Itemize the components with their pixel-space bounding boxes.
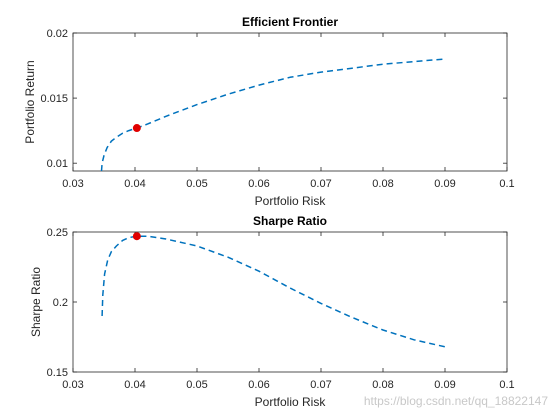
x-tick-label: 0.08: [372, 379, 393, 391]
x-tick-label: 0.09: [434, 178, 455, 190]
y-tick-label: 0.15: [47, 367, 68, 379]
x-tick-label: 0.05: [186, 178, 207, 190]
x-tick-label: 0.07: [310, 178, 331, 190]
y-axis-ticks: 0.01 0.015 0.02: [40, 28, 507, 170]
x-tick-label: 0.04: [124, 379, 145, 391]
y-tick-label: 0.2: [53, 297, 68, 309]
x-axis-label: Portfolio Risk: [255, 194, 327, 208]
x-tick-label: 0.04: [124, 178, 145, 190]
series-layer: [101, 232, 446, 348]
sharpe-ratio-axes: Sharpe Ratio Portfolio Risk Sharpe Ratio…: [29, 214, 515, 409]
chart-title: Sharpe Ratio: [253, 214, 327, 228]
y-axis-label: Portfolio Return: [23, 60, 37, 143]
plot-area: [72, 32, 508, 172]
x-tick-label: 0.03: [62, 178, 83, 190]
x-tick-label: 0.07: [310, 379, 331, 391]
series-layer: [100, 58, 446, 172]
y-tick-label: 0.01: [47, 158, 68, 170]
series-line: [100, 58, 446, 172]
watermark: https://blog.csdn.net/qq_18822147: [364, 394, 548, 408]
plot-area: [72, 231, 508, 373]
x-tick-label: 0.1: [499, 178, 514, 190]
y-axis-ticks: 0.15 0.2 0.25: [47, 227, 507, 379]
optimal-point-marker: [132, 124, 141, 133]
y-tick-label: 0.25: [47, 227, 68, 239]
x-tick-label: 0.06: [248, 379, 269, 391]
x-tick-label: 0.1: [499, 379, 514, 391]
y-tick-label: 0.015: [40, 93, 68, 105]
x-axis-ticks: 0.03 0.04 0.05 0.06 0.07 0.08 0.09 0.1: [62, 232, 515, 391]
x-tick-label: 0.09: [434, 379, 455, 391]
efficient-frontier-axes: Efficient Frontier Portfolio Risk Portfo…: [23, 15, 515, 208]
x-tick-label: 0.06: [248, 178, 269, 190]
x-tick-label: 0.05: [186, 379, 207, 391]
y-axis-label: Sharpe Ratio: [29, 267, 43, 337]
x-axis-label: Portfolio Risk: [255, 395, 327, 409]
optimal-point-marker: [132, 232, 141, 241]
chart-title: Efficient Frontier: [242, 15, 338, 29]
series-line: [101, 235, 446, 348]
x-axis-ticks: 0.03 0.04 0.05 0.06 0.07 0.08 0.09 0.1: [62, 33, 515, 190]
x-tick-label: 0.03: [62, 379, 83, 391]
y-tick-label: 0.02: [47, 28, 68, 40]
x-tick-label: 0.08: [372, 178, 393, 190]
